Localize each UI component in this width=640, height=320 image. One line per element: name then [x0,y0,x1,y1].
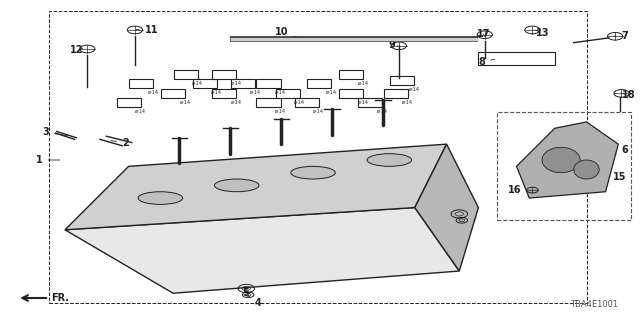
Text: 13: 13 [536,28,549,38]
Bar [383,89,408,98]
Text: ø-14: ø-14 [294,100,305,105]
Bar [129,79,154,88]
Text: 4: 4 [248,295,261,308]
Text: 7: 7 [614,31,628,41]
Ellipse shape [138,192,182,204]
Text: ø-14: ø-14 [402,100,413,105]
Text: 18: 18 [621,90,635,100]
Text: 4: 4 [463,214,476,224]
Text: ø-14: ø-14 [230,81,241,86]
Text: ø-14: ø-14 [358,81,369,86]
Bar [161,89,185,98]
Bar [212,89,236,98]
Text: ø-14: ø-14 [192,81,203,86]
Text: 1: 1 [36,155,60,165]
Text: 11: 11 [136,25,158,35]
Text: ø-14: ø-14 [358,100,369,105]
Text: ø-14: ø-14 [313,109,324,114]
Bar [497,112,631,220]
Text: 8: 8 [478,57,495,67]
Bar [257,99,280,107]
Text: ø-14: ø-14 [275,90,286,95]
Text: ø-14: ø-14 [179,100,191,105]
Text: 9: 9 [388,40,398,50]
Text: 12: 12 [70,44,84,55]
Text: ø-14: ø-14 [148,90,159,95]
Text: 5: 5 [242,288,248,298]
Bar [390,76,414,85]
Text: 10: 10 [275,27,298,38]
Text: ø-14: ø-14 [250,90,260,95]
Bar [257,79,280,88]
Text: ø-14: ø-14 [211,90,222,95]
Text: ø-14: ø-14 [326,90,337,95]
Bar [193,79,217,88]
Text: 5: 5 [460,202,472,213]
Ellipse shape [367,154,412,166]
Bar [275,89,300,98]
Ellipse shape [542,147,580,173]
Text: ø-14: ø-14 [408,87,419,92]
Ellipse shape [291,166,335,179]
Polygon shape [415,144,478,271]
Text: ø-14: ø-14 [135,109,146,114]
Text: 17: 17 [477,29,491,39]
Bar [116,99,141,107]
Text: FR.: FR. [51,293,69,303]
Bar [212,70,236,79]
Text: 2: 2 [111,138,129,148]
Bar [231,79,255,88]
Ellipse shape [214,179,259,192]
Bar [339,89,364,98]
Text: ø-14: ø-14 [230,100,241,105]
Text: ø-14: ø-14 [376,109,388,114]
Polygon shape [65,208,460,293]
Bar [294,99,319,107]
Text: 6: 6 [611,146,628,156]
Text: TBA4E1001: TBA4E1001 [570,300,618,309]
Ellipse shape [574,160,599,179]
Bar [478,52,555,65]
Bar [49,11,586,303]
Polygon shape [516,122,618,198]
Text: ø-14: ø-14 [275,109,286,114]
Bar [339,70,364,79]
Bar [358,99,382,107]
Text: 16: 16 [508,185,529,195]
Text: 15: 15 [605,172,627,182]
Bar [307,79,332,88]
Bar [173,70,198,79]
Polygon shape [65,144,447,230]
Text: 3: 3 [42,127,67,137]
